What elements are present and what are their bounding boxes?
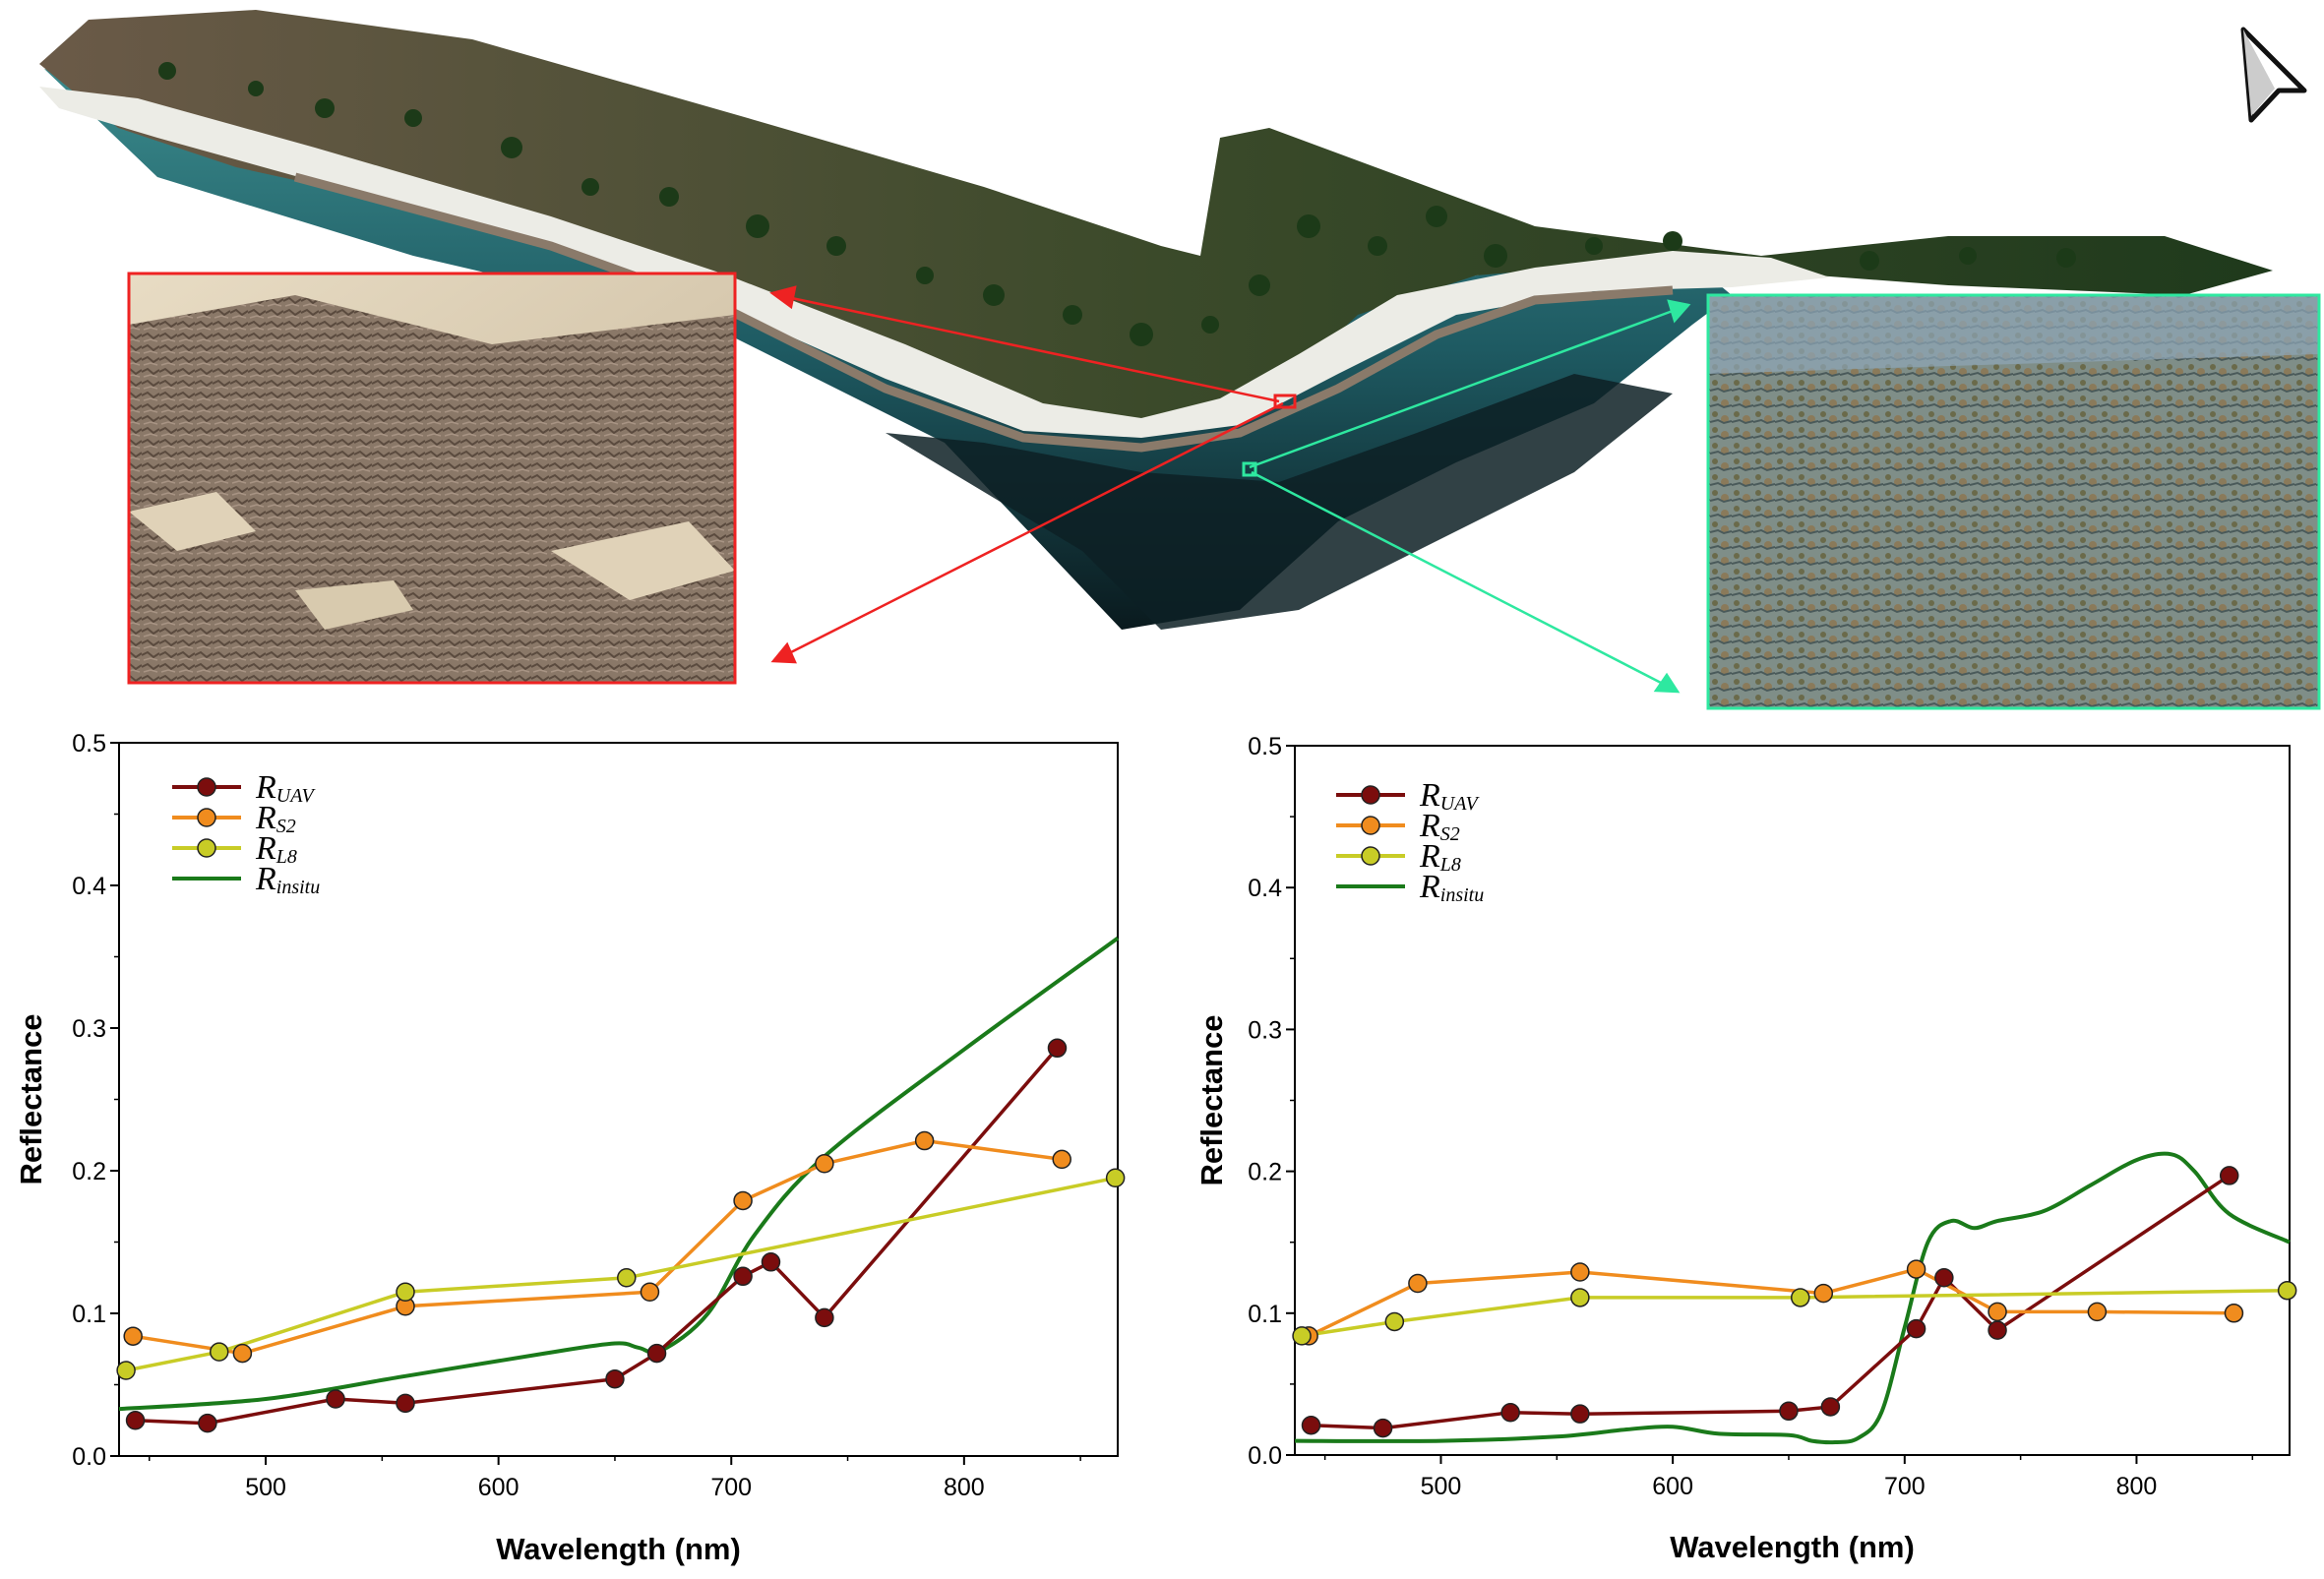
- y-tick-label: 0.5: [1248, 733, 1282, 760]
- data-point-RUAV: [1500, 1402, 1520, 1423]
- green-arrows: [1249, 299, 1691, 694]
- vegetation-dots: [158, 62, 2076, 346]
- data-point-RUAV: [125, 1411, 146, 1430]
- x-tick-label: 500: [245, 1474, 286, 1501]
- data-point-RUAV: [2219, 1166, 2239, 1185]
- data-point-RS2: [2087, 1302, 2108, 1322]
- legend-marker: [197, 777, 216, 797]
- data-point-RL8: [1384, 1311, 1405, 1332]
- legend-label: RS2: [1419, 808, 1460, 845]
- data-point-RS2: [1408, 1273, 1428, 1294]
- data-point-RL8: [617, 1268, 637, 1288]
- legend-marker: [1361, 816, 1380, 835]
- data-point-RS2: [733, 1190, 753, 1211]
- y-axis-title: Reflectance: [14, 1013, 48, 1184]
- data-point-RUAV: [1906, 1318, 1926, 1339]
- data-point-RUAV: [815, 1307, 834, 1328]
- green-sample-marker: [1242, 461, 1257, 477]
- data-point-RUAV: [396, 1393, 415, 1414]
- data-point-RL8: [1570, 1288, 1590, 1307]
- data-point-RS2: [232, 1343, 253, 1364]
- legend-marker: [1361, 785, 1380, 805]
- y-axis-title: Reflectance: [1194, 1014, 1229, 1185]
- x-axis-title: Wavelength (nm): [496, 1532, 741, 1566]
- x-tick-label: 500: [1421, 1473, 1462, 1500]
- x-axis-title: Wavelength (nm): [1670, 1530, 1915, 1564]
- legend-marker: [197, 808, 216, 827]
- red-arrows: [769, 285, 1284, 664]
- data-point-RUAV: [733, 1266, 753, 1287]
- data-point-RUAV: [1570, 1404, 1590, 1424]
- y-tick-label: 0.0: [72, 1443, 106, 1471]
- y-tick-label: 0.0: [1248, 1442, 1282, 1470]
- series-line-RS2: [132, 1138, 1063, 1356]
- y-tick-label: 0.2: [1248, 1159, 1282, 1186]
- data-point-RS2: [815, 1154, 834, 1174]
- series-line-RS2: [1308, 1267, 2234, 1338]
- legend-marker: [197, 838, 216, 858]
- data-point-RS2: [1570, 1262, 1590, 1282]
- land-west: [39, 10, 2273, 423]
- plot-frame: [1294, 745, 2291, 1456]
- data-point-RS2: [1813, 1283, 1834, 1304]
- seagrass-dark: [886, 374, 1673, 630]
- y-tick-label: 0.4: [1248, 875, 1282, 902]
- data-point-RL8: [1292, 1326, 1312, 1346]
- data-point-RL8: [1105, 1168, 1126, 1187]
- data-point-RL8: [209, 1342, 229, 1362]
- x-tick-label: 700: [710, 1474, 752, 1501]
- data-point-RUAV: [1779, 1401, 1799, 1422]
- x-tick-label: 600: [478, 1474, 520, 1501]
- data-point-RL8: [396, 1282, 415, 1302]
- y-tick-label: 0.2: [72, 1158, 106, 1185]
- data-point-RL8: [116, 1361, 136, 1380]
- data-point-RUAV: [646, 1343, 667, 1364]
- data-point-RS2: [123, 1326, 143, 1346]
- chart-left: 0.0 0.1 0.2 0.3 0.4 0.5 500 600 700 800 Wavelength…: [14, 730, 1126, 1566]
- beach-sand: [39, 87, 1830, 438]
- data-point-RUAV: [1301, 1415, 1321, 1435]
- data-point-RS2: [640, 1282, 660, 1302]
- series-line-RUAV: [135, 1047, 1059, 1426]
- x-tick-label: 800: [944, 1474, 985, 1501]
- data-point-RS2: [1988, 1302, 2007, 1322]
- data-point-RUAV: [198, 1413, 217, 1433]
- data-point-RS2: [914, 1130, 935, 1151]
- series-line-Rinsitu: [1294, 1151, 2291, 1445]
- green-inset-photo: [1706, 293, 2321, 710]
- series-line-RUAV: [1311, 1174, 2231, 1430]
- aerial-orthomosaic: [39, 10, 2273, 630]
- data-point-RUAV: [1373, 1418, 1393, 1438]
- data-point-RL8: [1790, 1288, 1810, 1307]
- data-point-RUAV: [1820, 1397, 1841, 1417]
- series-line-Rinsitu: [118, 936, 1120, 1412]
- data-point-RUAV: [1988, 1320, 2007, 1340]
- y-tick-label: 0.1: [1248, 1301, 1282, 1328]
- y-tick-label: 0.3: [72, 1015, 106, 1043]
- data-point-RS2: [1906, 1259, 1926, 1279]
- data-point-RUAV: [1047, 1038, 1068, 1059]
- legend-marker: [1361, 846, 1380, 866]
- data-point-RS2: [1052, 1149, 1071, 1170]
- y-tick-label: 0.4: [72, 873, 106, 900]
- y-tick-label: 0.3: [1248, 1016, 1282, 1044]
- x-tick-label: 800: [2116, 1473, 2158, 1500]
- x-tick-label: 600: [1652, 1473, 1693, 1500]
- x-tick-label: 700: [1884, 1473, 1926, 1500]
- data-point-RS2: [2224, 1304, 2244, 1323]
- data-point-RUAV: [761, 1252, 781, 1272]
- data-point-RUAV: [605, 1368, 625, 1389]
- red-inset-photo: [127, 272, 737, 685]
- y-tick-label: 0.5: [72, 730, 106, 758]
- chart-right: 0.0 0.1 0.2 0.3 0.4 0.5 500 600 700 800 Wavelength…: [1194, 733, 2297, 1564]
- y-tick-label: 0.1: [72, 1301, 106, 1328]
- data-point-RUAV: [1934, 1268, 1954, 1288]
- data-point-RUAV: [326, 1389, 345, 1409]
- navigation-arrow-icon: [2240, 27, 2307, 123]
- data-point-RL8: [2277, 1280, 2297, 1301]
